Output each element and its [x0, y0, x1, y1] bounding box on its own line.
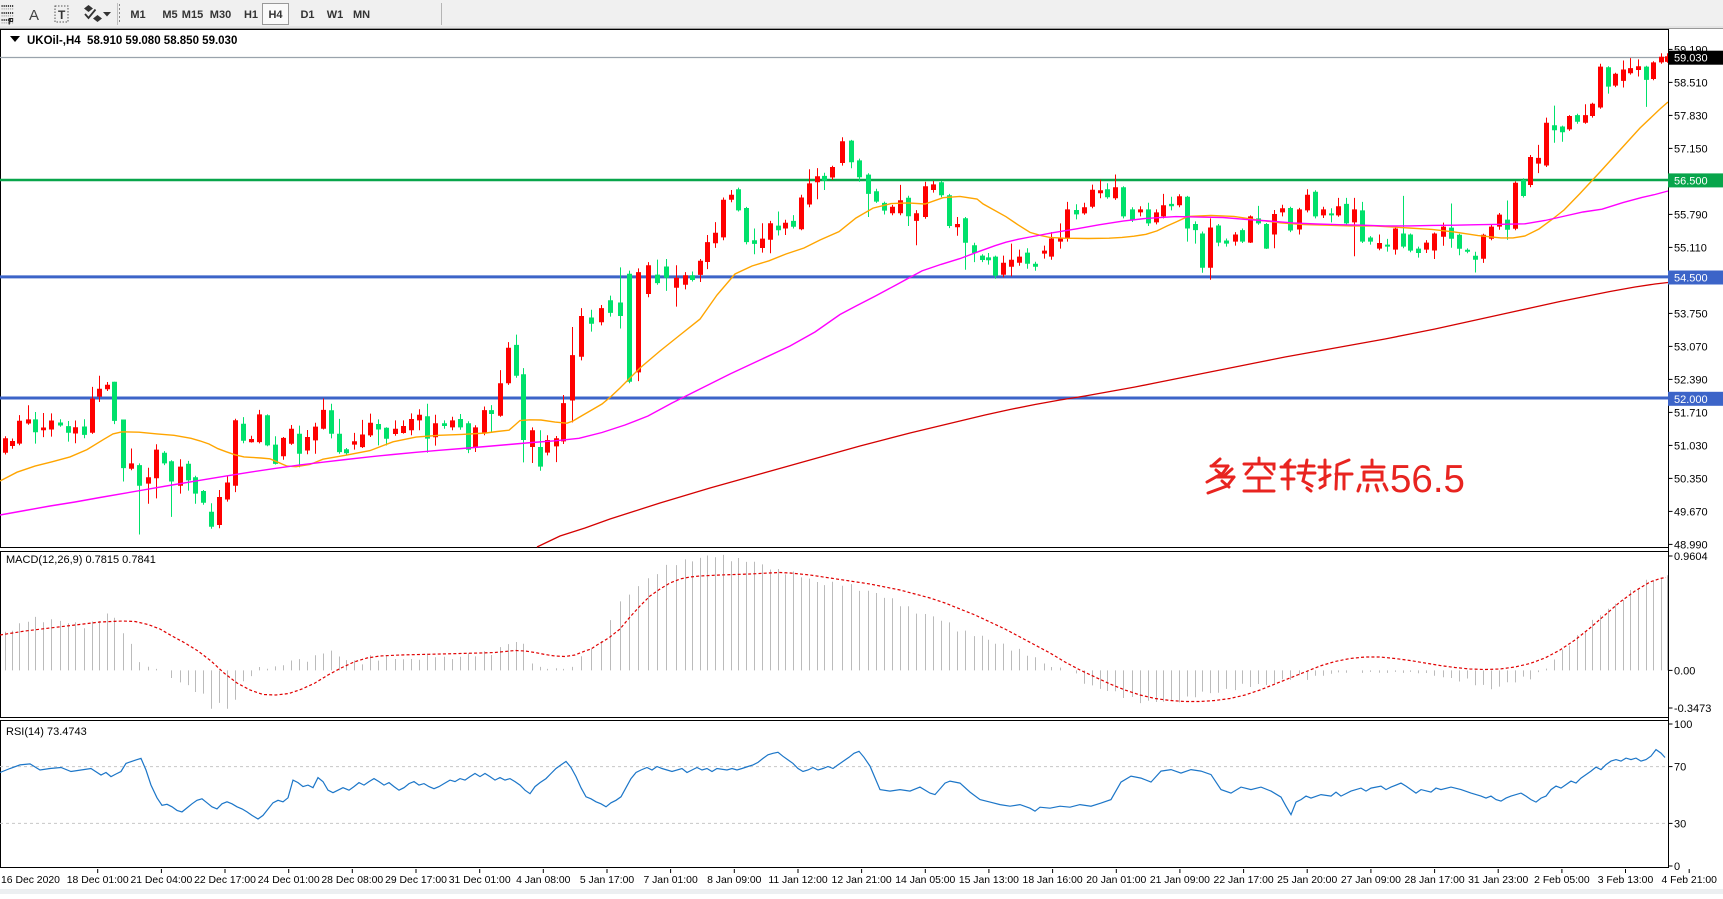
- svg-text:H1: H1: [244, 9, 258, 21]
- svg-text:16 Dec 2020: 16 Dec 2020: [1, 875, 60, 886]
- svg-text:55.790: 55.790: [1674, 209, 1708, 221]
- svg-text:8 Jan 09:00: 8 Jan 09:00: [707, 875, 762, 886]
- svg-text:14 Jan 05:00: 14 Jan 05:00: [895, 875, 955, 886]
- svg-text:55.110: 55.110: [1674, 242, 1707, 254]
- svg-text:22 Jan 17:00: 22 Jan 17:00: [1214, 875, 1274, 886]
- svg-text:53.750: 53.750: [1674, 308, 1708, 320]
- svg-text:11 Jan 12:00: 11 Jan 12:00: [768, 875, 828, 886]
- svg-text:0: 0: [1674, 861, 1680, 873]
- svg-text:D1: D1: [300, 9, 314, 21]
- svg-text:57.830: 57.830: [1674, 110, 1708, 122]
- svg-text:T: T: [58, 8, 66, 22]
- svg-text:MACD(12,26,9) 0.7815 0.7841: MACD(12,26,9) 0.7815 0.7841: [6, 554, 156, 566]
- svg-text:5 Jan 17:00: 5 Jan 17:00: [580, 875, 635, 886]
- svg-text:18 Jan 16:00: 18 Jan 16:00: [1023, 875, 1083, 886]
- svg-text:59.030: 59.030: [1674, 53, 1708, 65]
- svg-text:M5: M5: [162, 9, 177, 21]
- svg-text:F: F: [8, 17, 14, 27]
- svg-text:29 Dec 17:00: 29 Dec 17:00: [385, 875, 447, 886]
- svg-text:53.070: 53.070: [1674, 341, 1708, 353]
- svg-text:70: 70: [1674, 762, 1686, 774]
- svg-text:21 Dec 04:00: 21 Dec 04:00: [130, 875, 192, 886]
- svg-text:0.9604: 0.9604: [1674, 551, 1708, 563]
- svg-text:25 Jan 20:00: 25 Jan 20:00: [1277, 875, 1337, 886]
- svg-text:W1: W1: [327, 9, 344, 21]
- svg-text:28 Jan 17:00: 28 Jan 17:00: [1405, 875, 1465, 886]
- svg-text:12 Jan 21:00: 12 Jan 21:00: [832, 875, 892, 886]
- svg-text:MN: MN: [353, 9, 370, 21]
- svg-text:M1: M1: [130, 9, 145, 21]
- svg-text:27 Jan 09:00: 27 Jan 09:00: [1341, 875, 1401, 886]
- svg-text:49.670: 49.670: [1674, 506, 1708, 518]
- svg-text:31 Jan 23:00: 31 Jan 23:00: [1468, 875, 1528, 886]
- svg-text:H4: H4: [268, 9, 283, 21]
- svg-text:0.00: 0.00: [1674, 665, 1695, 677]
- svg-text:-0.3473: -0.3473: [1674, 703, 1711, 715]
- svg-text:51.030: 51.030: [1674, 440, 1708, 452]
- svg-text:58.510: 58.510: [1674, 77, 1708, 89]
- svg-text:48.990: 48.990: [1674, 539, 1708, 551]
- svg-text:UKOil-,H4 58.910 59.080 58.85: UKOil-,H4 58.910 59.080 58.850 59.030: [27, 35, 237, 47]
- svg-text:M30: M30: [210, 9, 231, 21]
- svg-text:28 Dec 08:00: 28 Dec 08:00: [321, 875, 383, 886]
- svg-text:20 Jan 01:00: 20 Jan 01:00: [1086, 875, 1146, 886]
- svg-text:56.500: 56.500: [1674, 175, 1708, 187]
- svg-text:7 Jan 01:00: 7 Jan 01:00: [643, 875, 698, 886]
- svg-text:24 Dec 01:00: 24 Dec 01:00: [258, 875, 320, 886]
- svg-text:15 Jan 13:00: 15 Jan 13:00: [959, 875, 1019, 886]
- svg-text:4 Feb 21:00: 4 Feb 21:00: [1661, 875, 1717, 886]
- svg-text:54.500: 54.500: [1674, 273, 1708, 285]
- svg-text:52.390: 52.390: [1674, 374, 1708, 386]
- svg-text:51.710: 51.710: [1674, 407, 1708, 419]
- svg-text:52.000: 52.000: [1674, 394, 1708, 406]
- svg-text:18 Dec 01:00: 18 Dec 01:00: [67, 875, 129, 886]
- svg-text:3 Feb 13:00: 3 Feb 13:00: [1598, 875, 1654, 886]
- svg-text:22 Dec 17:00: 22 Dec 17:00: [194, 875, 256, 886]
- svg-text:57.150: 57.150: [1674, 143, 1708, 155]
- svg-text:4 Jan 08:00: 4 Jan 08:00: [516, 875, 571, 886]
- svg-text:31 Dec 01:00: 31 Dec 01:00: [449, 875, 511, 886]
- svg-text:30: 30: [1674, 818, 1686, 830]
- svg-text:50.350: 50.350: [1674, 473, 1708, 485]
- svg-text:100: 100: [1674, 719, 1692, 731]
- svg-text:M15: M15: [182, 9, 203, 21]
- svg-text:2 Feb 05:00: 2 Feb 05:00: [1534, 875, 1590, 886]
- svg-text:RSI(14) 73.4743: RSI(14) 73.4743: [6, 726, 87, 738]
- svg-text:56.5: 56.5: [1390, 458, 1465, 501]
- svg-text:A: A: [29, 7, 39, 24]
- svg-text:21 Jan 09:00: 21 Jan 09:00: [1150, 875, 1210, 886]
